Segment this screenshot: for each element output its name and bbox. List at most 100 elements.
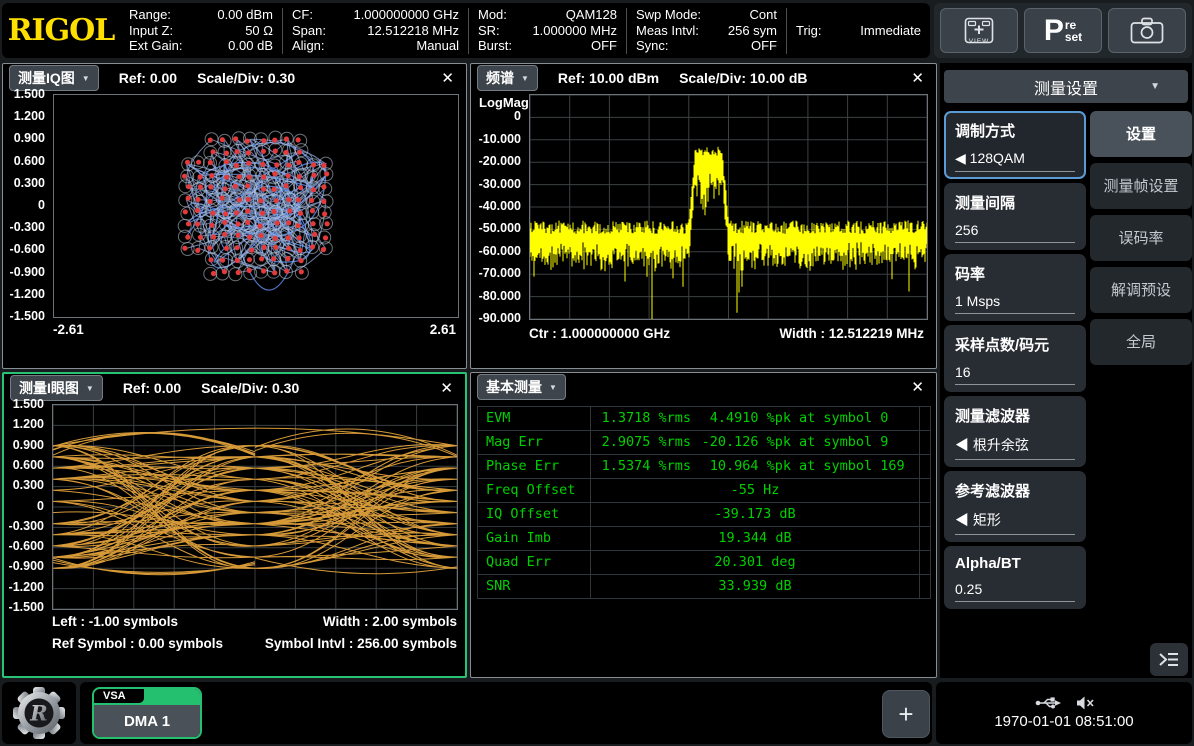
y-tick-label: 0.300 xyxy=(0,175,45,191)
y-tick-label: -80.000 xyxy=(467,288,521,304)
task-name-label: DMA 1 xyxy=(94,705,200,737)
info-label: Burst: xyxy=(478,38,512,54)
spectrum-y-axis: 0-10.000-20.000-30.000-40.000-50.000-60.… xyxy=(471,64,525,364)
table-row: SNR33.939 dB xyxy=(478,575,930,598)
y-tick-label: 0 xyxy=(0,197,45,213)
info-value: 0.00 dBm xyxy=(217,7,273,23)
y-tick-label: -70.000 xyxy=(467,265,521,281)
y-tick-label: 0 xyxy=(0,498,44,514)
sidebar-title-dropdown[interactable]: 测量设置 ▼ xyxy=(944,70,1188,103)
tab-global[interactable]: 全局 xyxy=(1090,319,1192,365)
tab-demod-preset[interactable]: 解调预设 xyxy=(1090,267,1192,313)
topbar-group-modulation: Mod:QAM128 SR:1.000000 MHz Burst:OFF xyxy=(468,8,626,54)
tab-ber[interactable]: 误码率 xyxy=(1090,215,1192,261)
close-icon[interactable]: ✕ xyxy=(440,381,453,396)
info-value: Manual xyxy=(416,38,459,54)
y-tick-label: 0.600 xyxy=(0,457,44,473)
menu-item-symbol-rate[interactable]: 码率 1 Msps xyxy=(944,254,1086,321)
vsa-task-tab[interactable]: VSA DMA 1 xyxy=(92,687,202,739)
info-label: CF: xyxy=(292,7,313,23)
settings-sidebar: 测量设置 ▼ 调制方式 ◀ 128QAM 测量间隔 256 码率 1 Msps … xyxy=(940,63,1192,678)
table-row: Gain Imb19.344 dB xyxy=(478,527,930,551)
y-tick-label: 0.300 xyxy=(0,477,44,493)
spectrum-plot-area[interactable] xyxy=(529,94,928,320)
y-tick-label: -0.900 xyxy=(0,558,44,574)
info-value: Cont xyxy=(750,7,777,23)
system-status-area[interactable]: 1970-01-01 08:51:00 xyxy=(936,682,1192,744)
menu-collapse-button[interactable] xyxy=(1150,643,1188,676)
close-icon[interactable]: ✕ xyxy=(911,380,924,395)
y-tick-label: -90.000 xyxy=(467,310,521,326)
spectrum-panel-header: 频谱 ▼ Ref: 10.00 dBm Scale/Div: 10.00 dB … xyxy=(471,64,936,92)
spectrum-center-label: Ctr : 1.000000000 GHz xyxy=(529,326,670,341)
measure-dropdown[interactable]: 基本测量 ▼ xyxy=(477,374,566,400)
preset-icon: P reset xyxy=(1044,17,1082,45)
topbar-group-trigger: Trig:Immediate xyxy=(786,8,930,54)
y-tick-label: 1.500 xyxy=(0,86,45,102)
collapse-menu-icon xyxy=(1158,651,1180,668)
info-label: Align: xyxy=(292,38,325,54)
y-tick-label: -0.600 xyxy=(0,538,44,554)
info-value: 256 sym xyxy=(728,23,777,39)
info-label: Input Z: xyxy=(129,23,173,39)
topbar-buttons: VIEW P reset xyxy=(934,3,1192,58)
chevron-down-icon: ▼ xyxy=(1150,81,1160,92)
info-value: 1.000000000 GHz xyxy=(353,7,459,23)
iq-panel-header: 测量IQ图 ▼ Ref: 0.00 Scale/Div: 0.30 ✕ xyxy=(3,64,466,92)
info-value: QAM128 xyxy=(566,7,617,23)
y-tick-label: -1.200 xyxy=(0,579,44,595)
menu-item-alpha-bt[interactable]: Alpha/BT 0.25 xyxy=(944,546,1086,609)
y-tick-label: 1.200 xyxy=(0,416,44,432)
spectrum-width-label: Width : 12.512219 MHz xyxy=(779,326,924,341)
eye-symbol-intvl-label: Symbol Intvl : 256.00 symbols xyxy=(265,636,457,651)
view-button[interactable]: VIEW xyxy=(940,8,1018,53)
panel-basic-measurements: 基本测量 ▼ ✕ EVM1.3718 %rms4.4910 %pkat symb… xyxy=(470,372,937,678)
table-row: IQ Offset-39.173 dB xyxy=(478,503,930,527)
preset-button[interactable]: P reset xyxy=(1024,8,1102,53)
info-value: 50 Ω xyxy=(245,23,273,39)
screenshot-button[interactable] xyxy=(1108,8,1186,53)
info-value: 1.000000 MHz xyxy=(532,23,617,39)
eye-plot-area[interactable] xyxy=(52,404,458,610)
gear-r-icon: R xyxy=(12,686,66,740)
rigol-gear-logo: R xyxy=(2,682,76,744)
spectrum-scale-value: Scale/Div: 10.00 dB xyxy=(679,70,807,86)
chevron-down-icon: ▼ xyxy=(86,384,94,393)
iq-plot-area[interactable] xyxy=(53,94,459,318)
chevron-down-icon: ▼ xyxy=(82,74,90,83)
info-label: Trig: xyxy=(796,23,822,39)
y-tick-label: -1.500 xyxy=(0,308,45,324)
tab-meas-frame[interactable]: 测量帧设置 xyxy=(1090,163,1192,209)
close-icon[interactable]: ✕ xyxy=(911,71,924,86)
measurement-table: EVM1.3718 %rms4.4910 %pkat symbol 0 Mag … xyxy=(477,406,931,599)
vsa-tab-top: VSA xyxy=(94,689,200,705)
panel-eye-diagram: 测量I眼图 ▼ Ref: 0.00 Scale/Div: 0.30 ✕ 1.50… xyxy=(2,372,467,678)
info-label: Swp Mode: xyxy=(636,7,701,23)
y-tick-label: -0.600 xyxy=(0,241,45,257)
menu-item-ref-filter[interactable]: 参考滤波器 ◀ 矩形 xyxy=(944,471,1086,542)
top-status-bar: RIGOL Range:0.00 dBm Input Z:50 Ω Ext Ga… xyxy=(2,3,930,58)
info-label: Meas Intvl: xyxy=(636,23,699,39)
eye-y-axis: 1.5001.2000.9000.6000.3000-0.300-0.600-0… xyxy=(4,374,48,674)
info-label: Sync: xyxy=(636,38,669,54)
y-tick-label: 0.600 xyxy=(0,153,45,169)
table-row: EVM1.3718 %rms4.4910 %pkat symbol 0 xyxy=(478,407,930,431)
eye-left-label: Left : -1.00 symbols xyxy=(52,614,178,629)
menu-item-meas-interval[interactable]: 测量间隔 256 xyxy=(944,183,1086,250)
chevron-down-icon: ▼ xyxy=(549,383,557,392)
status-icons xyxy=(1035,696,1094,710)
menu-item-points-per-symbol[interactable]: 采样点数/码元 16 xyxy=(944,325,1086,392)
spectrum-ref-value: Ref: 10.00 dBm xyxy=(558,70,659,86)
add-task-button[interactable]: + xyxy=(882,690,930,738)
info-label: Mod: xyxy=(478,7,507,23)
eye-ref-symbol-label: Ref Symbol : 0.00 symbols xyxy=(52,636,223,651)
y-tick-label: -0.900 xyxy=(0,264,45,280)
rigol-logo: RIGOL xyxy=(2,13,120,48)
close-icon[interactable]: ✕ xyxy=(441,71,454,86)
menu-item-modulation[interactable]: 调制方式 ◀ 128QAM xyxy=(944,111,1086,179)
info-value: 0.00 dB xyxy=(228,38,273,54)
menu-item-meas-filter[interactable]: 测量滤波器 ◀ 根升余弦 xyxy=(944,396,1086,467)
y-tick-label: 0 xyxy=(467,108,521,124)
iq-ref-value: Ref: 0.00 xyxy=(119,70,177,86)
tab-settings[interactable]: 设置 xyxy=(1090,111,1192,157)
